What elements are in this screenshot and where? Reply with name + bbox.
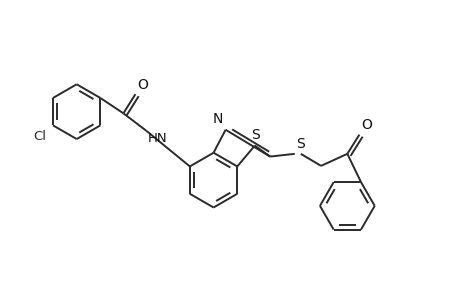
Text: O: O [361,118,372,133]
Text: Cl: Cl [34,130,46,143]
Text: S: S [296,137,304,151]
Text: N: N [212,112,223,127]
Text: S: S [251,128,259,142]
Text: O: O [137,78,148,92]
Text: HN: HN [147,133,167,146]
